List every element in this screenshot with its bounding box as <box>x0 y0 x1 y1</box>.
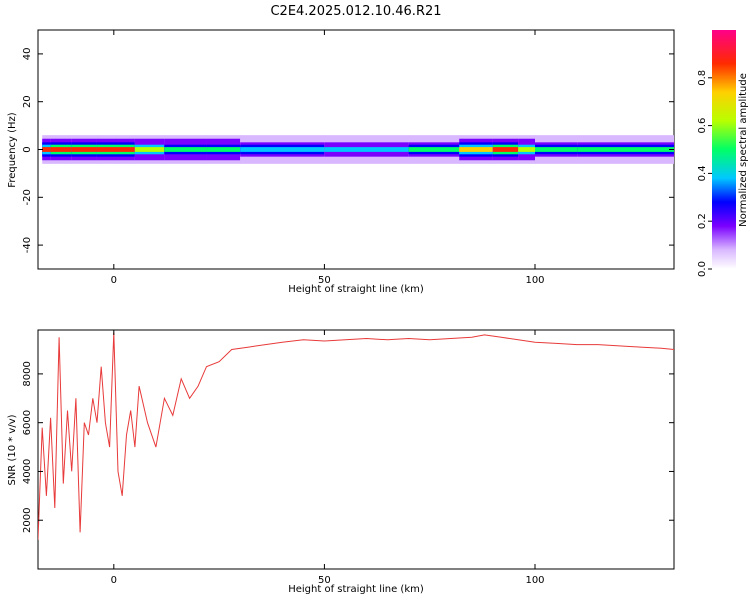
x-tick-label: 100 <box>525 275 544 286</box>
x-tick-label: 0 <box>111 575 117 586</box>
heatmap-cell <box>118 147 135 152</box>
heatmap-cell <box>577 147 674 152</box>
heatmap-band <box>42 135 674 164</box>
heatmap-ylabel: Frequency (Hz) <box>7 112 18 188</box>
heatmap-cell <box>324 147 409 152</box>
heatmap-xlabel: Height of straight line (km) <box>288 284 424 295</box>
colorbar-gradient <box>712 30 736 269</box>
heatmap-cell <box>97 147 119 152</box>
heatmap-cell <box>518 147 535 152</box>
y-tick-label: -20 <box>22 189 33 205</box>
y-tick-label: 4000 <box>22 459 33 484</box>
snr-frame <box>38 330 674 569</box>
colorbar-tick-label: 0.2 <box>697 213 708 229</box>
colorbar-ticks: 0.0 0.2 0.4 0.6 0.8 <box>697 70 712 277</box>
y-tick-label: -40 <box>22 237 33 253</box>
snr-xlabel: Height of straight line (km) <box>288 584 424 595</box>
colorbar-tick-label: 0.8 <box>697 70 708 86</box>
x-tick-label: 0 <box>111 275 117 286</box>
heatmap-cell <box>535 147 578 152</box>
heatmap-cell <box>72 147 98 152</box>
snr-ylabel: SNR (10 * v/v) <box>7 414 18 485</box>
y-tick-label: 0 <box>22 146 33 152</box>
chart-title: C2E4.2025.012.10.46.R21 <box>270 4 441 19</box>
heatmap-cell <box>409 147 460 152</box>
colorbar-tick-label: 0.6 <box>697 118 708 134</box>
heatmap-cell <box>240 147 325 152</box>
heatmap-cell <box>135 147 165 152</box>
heatmap-cell <box>164 147 207 152</box>
heatmap-cell <box>459 147 493 152</box>
y-tick-label: 2000 <box>22 507 33 532</box>
colorbar: 0.0 0.2 0.4 0.6 0.8 Normalized spectral ampl… <box>697 30 749 277</box>
y-tick-label: 8000 <box>22 361 33 386</box>
colorbar-tick-label: 0.0 <box>697 261 708 277</box>
heatmap-cell <box>51 147 73 152</box>
y-tick-label: 40 <box>22 48 33 61</box>
heatmap-cell <box>493 147 519 152</box>
heatmap-cell <box>42 147 51 152</box>
y-tick-label: 20 <box>22 95 33 108</box>
colorbar-tick-label: 0.4 <box>697 165 708 181</box>
colorbar-label: Normalized spectral amplitude <box>738 73 749 227</box>
x-tick-label: 100 <box>525 575 544 586</box>
heatmap-cell <box>206 147 240 152</box>
y-tick-label: 6000 <box>22 410 33 435</box>
